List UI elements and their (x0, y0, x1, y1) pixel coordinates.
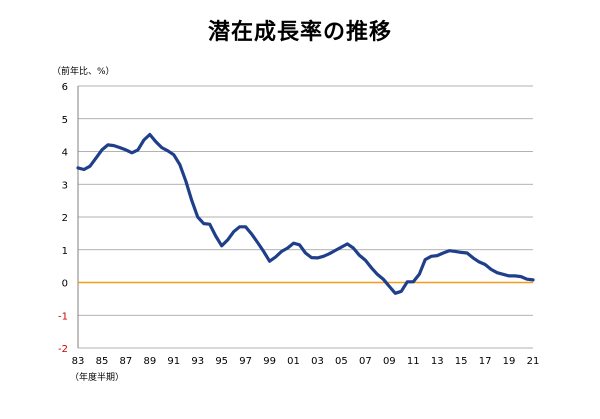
x-tick-label: 17 (479, 356, 492, 367)
y-tick-label: 1 (62, 246, 68, 257)
x-tick-label: 15 (455, 356, 468, 367)
x-tick-label: 05 (335, 356, 348, 367)
x-tick-label: 09 (383, 356, 396, 367)
y-tick-label: -1 (58, 311, 68, 322)
x-tick-label: 13 (431, 356, 444, 367)
x-tick-label: 97 (239, 356, 252, 367)
x-tick-label: 95 (215, 356, 228, 367)
x-tick-label: 89 (143, 356, 156, 367)
x-tick-label: 07 (359, 356, 372, 367)
x-tick-label: 93 (191, 356, 204, 367)
y-tick-label: 3 (62, 180, 68, 191)
x-tick-label: 19 (503, 356, 516, 367)
x-tick-label: 01 (287, 356, 300, 367)
y-axis-unit-label: （前年比、%） (52, 67, 115, 77)
x-tick-label: 11 (407, 356, 420, 367)
y-tick-label: 5 (62, 115, 68, 126)
x-tick-label: 87 (120, 356, 133, 367)
chart-title: 潜在成長率の推移 (207, 20, 392, 45)
y-tick-label: 2 (62, 213, 68, 224)
series-line (76, 132, 535, 295)
y-tick-label: 4 (62, 148, 68, 159)
x-tick-label: 83 (72, 356, 85, 367)
y-tick-label: -2 (58, 344, 68, 355)
x-axis-caption: （年度半期） (70, 373, 125, 383)
x-tick-label: 03 (311, 356, 324, 367)
x-tick-label: 85 (96, 356, 109, 367)
x-tick-label: 21 (527, 356, 540, 367)
x-tick-label: 91 (167, 356, 180, 367)
y-tick-label: 6 (62, 82, 68, 93)
x-tick-label: 99 (263, 356, 276, 367)
y-tick-label: 0 (62, 279, 68, 290)
